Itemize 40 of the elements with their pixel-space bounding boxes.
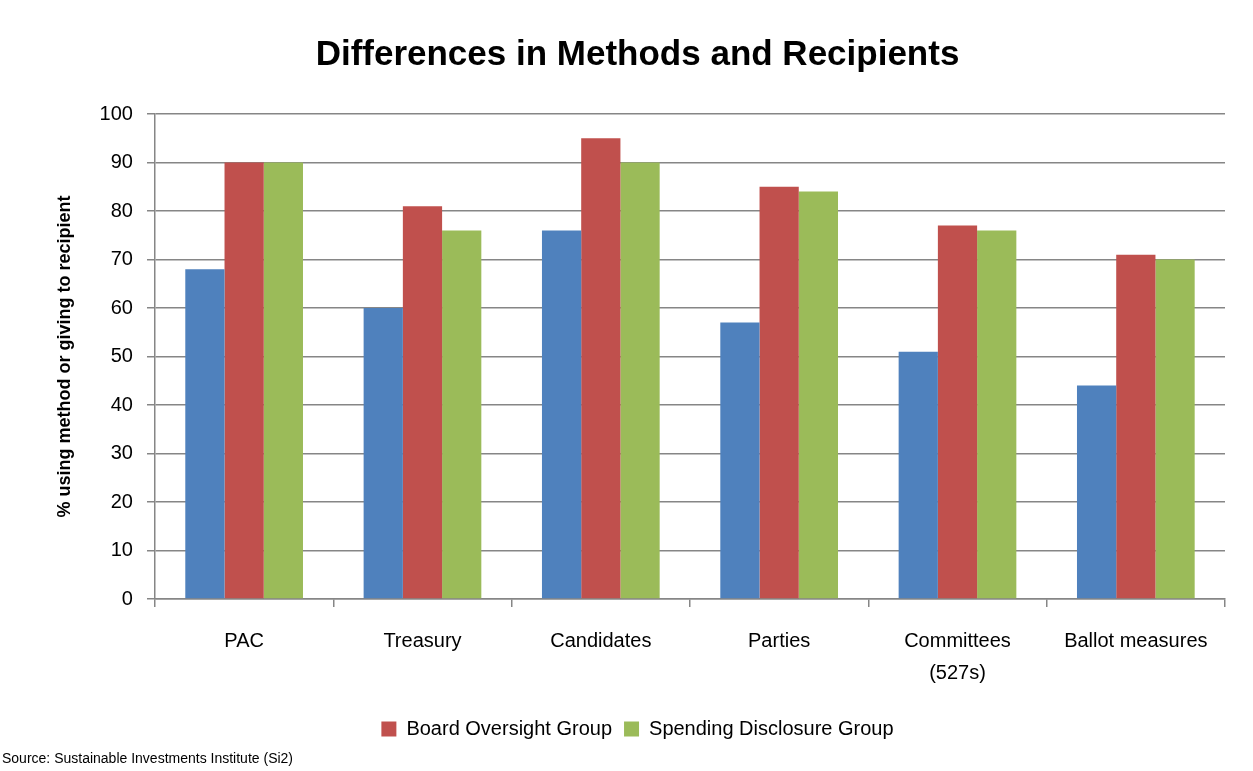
bar bbox=[442, 230, 482, 599]
bar bbox=[977, 230, 1017, 599]
y-tick-label: 90 bbox=[110, 150, 133, 173]
bar bbox=[898, 351, 938, 599]
legend-label: Spending Disclosure Group bbox=[649, 716, 894, 739]
bar bbox=[720, 322, 760, 599]
bar bbox=[263, 162, 303, 599]
x-tick-label: Committees (527s) bbox=[904, 628, 1011, 683]
bar bbox=[759, 186, 799, 599]
bar bbox=[402, 206, 443, 599]
bar bbox=[1076, 385, 1117, 599]
bar bbox=[620, 162, 660, 599]
x-tick-label: Ballot measures bbox=[1064, 628, 1208, 651]
bar bbox=[937, 225, 978, 599]
bar bbox=[185, 269, 225, 599]
x-tick-label: PAC bbox=[224, 628, 264, 651]
y-tick-label: 80 bbox=[110, 198, 133, 221]
y-tick-label: 100 bbox=[99, 101, 133, 124]
bar bbox=[1155, 259, 1195, 599]
bar bbox=[541, 230, 582, 599]
y-tick-label: 20 bbox=[110, 489, 133, 512]
bar bbox=[224, 162, 264, 599]
y-tick-label: 60 bbox=[110, 295, 133, 318]
chart-title: Differences in Methods and Recipients bbox=[315, 32, 960, 72]
bar bbox=[1116, 254, 1156, 599]
y-tick-label: 0 bbox=[121, 586, 133, 609]
y-tick-label: 70 bbox=[110, 247, 133, 270]
legend-label: Board Oversight Group bbox=[406, 716, 613, 739]
x-tick-label: Treasury bbox=[383, 628, 462, 651]
x-tick-label: Candidates bbox=[550, 628, 652, 651]
y-tick-label: 40 bbox=[110, 392, 133, 415]
y-axis-title: % using method or giving to recipient bbox=[53, 195, 74, 518]
y-tick-label: 30 bbox=[110, 441, 133, 464]
y-tick-label: 50 bbox=[110, 344, 133, 367]
bar bbox=[798, 191, 839, 599]
y-tick-label: 10 bbox=[110, 538, 133, 561]
bar bbox=[581, 138, 621, 599]
source-note: Source: Sustainable Investments Institute (Si2) bbox=[2, 750, 294, 766]
x-tick-label: Parties bbox=[748, 628, 811, 651]
bar bbox=[363, 308, 403, 599]
